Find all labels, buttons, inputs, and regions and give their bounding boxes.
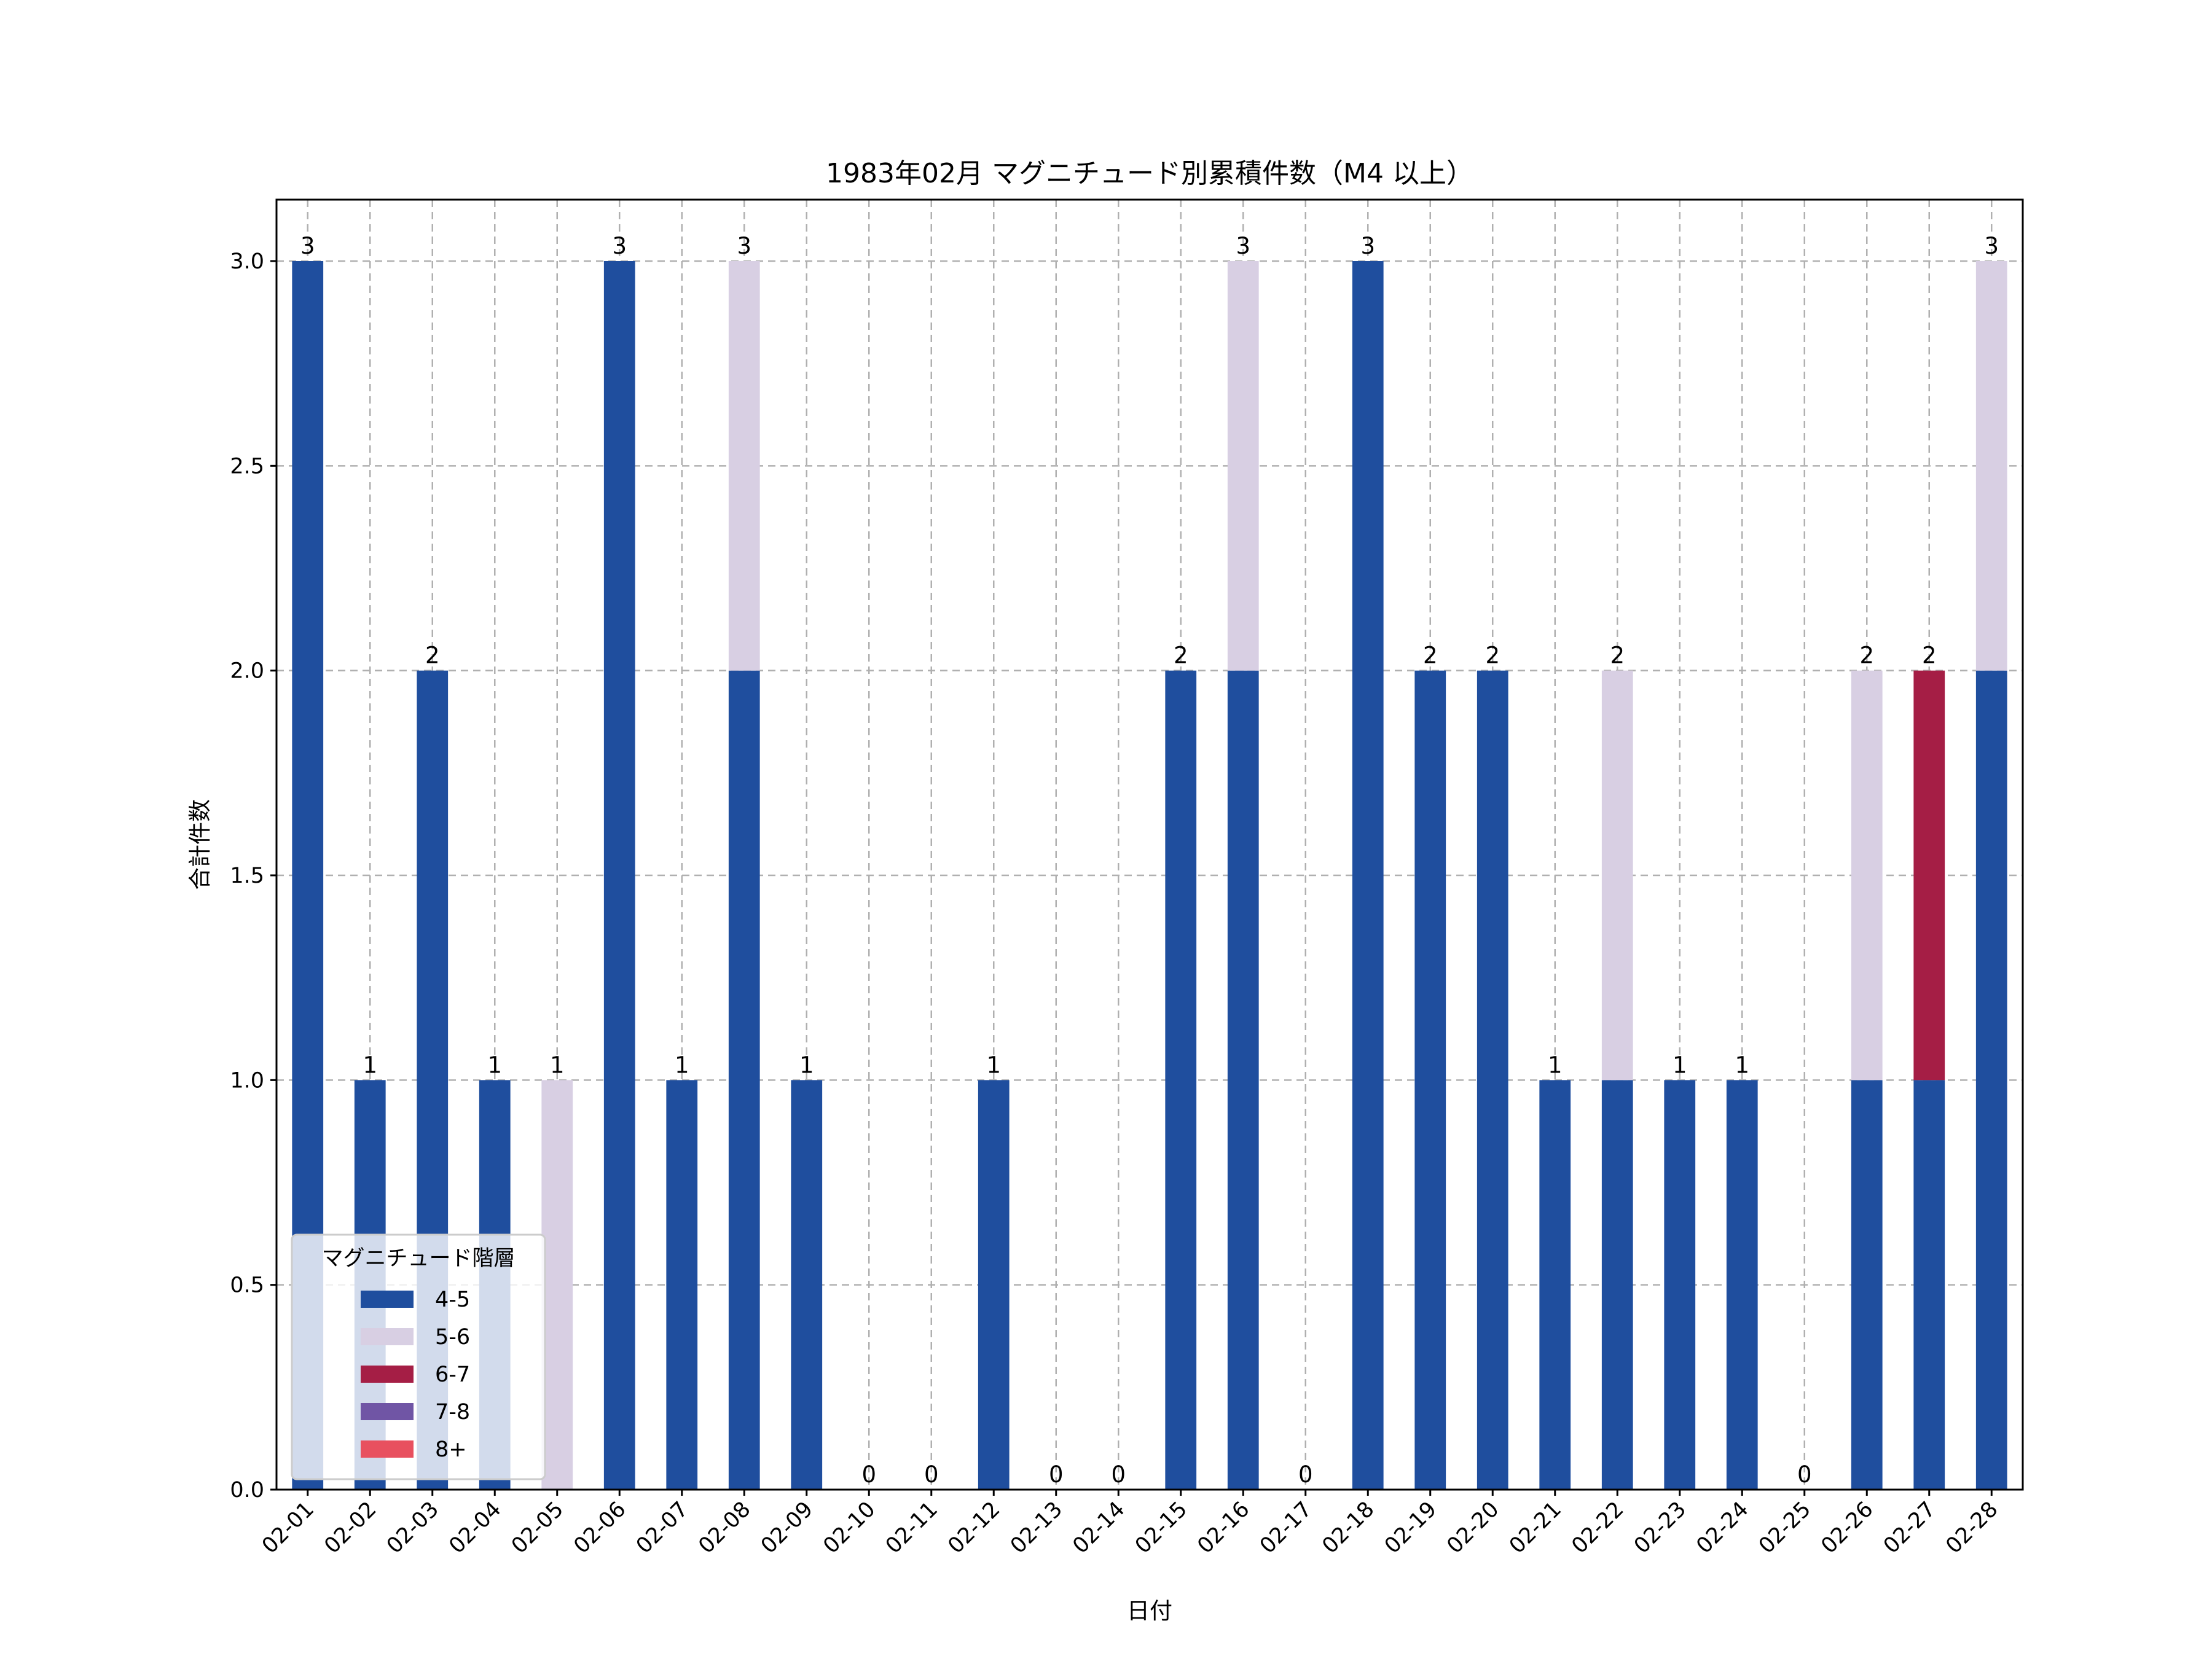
- bar-segment-5-6: [1227, 261, 1259, 671]
- bar-total-label: 1: [799, 1052, 814, 1078]
- bar-segment-4-5: [1975, 670, 2007, 1490]
- bar-total-label: 2: [1174, 643, 1188, 669]
- legend-swatch: [361, 1328, 414, 1345]
- legend-label: 4-5: [435, 1288, 470, 1312]
- y-tick-label: 2.5: [230, 454, 264, 479]
- legend-swatch: [361, 1366, 414, 1383]
- legend-box: [291, 1233, 546, 1480]
- bar-segment-5-6: [728, 261, 760, 671]
- bar-total-label: 1: [1673, 1052, 1687, 1078]
- legend-swatch: [361, 1440, 414, 1458]
- bar-segment-4-5: [603, 261, 635, 1490]
- bar-segment-4-5: [1165, 670, 1197, 1490]
- bar-total-label: 1: [986, 1052, 1001, 1078]
- chart-title: 1983年02月 マグニチュード別累積件数（M4 以上）: [826, 158, 1473, 189]
- bar-total-label: 0: [1797, 1461, 1812, 1488]
- bar-total-label: 2: [1423, 643, 1438, 669]
- bar-segment-4-5: [1227, 670, 1259, 1490]
- y-tick-label: 0.0: [230, 1478, 264, 1503]
- legend: マグニチュード階層 4-5 5-6 6-7 7-8 8+: [291, 1233, 546, 1480]
- legend-title: マグニチュード階層: [321, 1246, 515, 1271]
- data-labels: 3 1 2 1 1 3 1 3 1 0 0 1 0 0 2 3 0 3 2 2 1 2 1 1 0 2 2 3: [300, 233, 1999, 1488]
- bar-segment-4-5: [978, 1080, 1010, 1490]
- y-tick-label: 1.5: [230, 864, 264, 888]
- y-tick-label: 3.0: [230, 249, 264, 274]
- bar-total-label: 1: [1548, 1052, 1563, 1078]
- bar-segment-4-5: [1664, 1080, 1696, 1490]
- legend-swatch: [361, 1403, 414, 1420]
- bar-total-label: 1: [675, 1052, 689, 1078]
- bar-total-label: 2: [1859, 643, 1874, 669]
- bar-total-label: 0: [1049, 1461, 1064, 1488]
- y-tick-label: 2.0: [230, 659, 264, 684]
- bar-total-label: 2: [1485, 643, 1500, 669]
- y-axis: 0.0 0.5 1.0 1.5 2.0 2.5 3.0: [230, 249, 276, 1503]
- bar-total-label: 2: [1610, 643, 1625, 669]
- bar-total-label: 3: [300, 233, 315, 259]
- bar-segment-4-5: [1851, 1080, 1883, 1490]
- bar-segment-6-7: [1913, 670, 1945, 1081]
- bar-total-label: 3: [612, 233, 627, 259]
- bar-total-label: 1: [487, 1052, 502, 1078]
- bar-total-label: 2: [1922, 643, 1937, 669]
- y-tick-label: 1.0: [230, 1068, 264, 1093]
- bar-total-label: 0: [1111, 1461, 1126, 1488]
- bar-segment-5-6: [1601, 670, 1633, 1081]
- bar-segment-4-5: [1414, 670, 1446, 1490]
- bar-segment-4-5: [1477, 670, 1508, 1490]
- bar-segment-4-5: [666, 1080, 698, 1490]
- bar-total-label: 3: [1360, 233, 1375, 259]
- plot-area-frame: [275, 198, 2024, 1491]
- bar-total-label: 1: [363, 1052, 377, 1078]
- bar-total-label: 3: [737, 233, 751, 259]
- bar-segment-4-5: [728, 670, 760, 1490]
- bar-total-label: 1: [550, 1052, 565, 1078]
- bar-segment-4-5: [791, 1080, 823, 1490]
- x-axis-title: 日付: [1127, 1598, 1172, 1624]
- bar-total-label: 0: [1298, 1461, 1313, 1488]
- bar-segment-4-5: [1601, 1080, 1633, 1490]
- legend-label: 8+: [435, 1437, 467, 1462]
- bar-segment-5-6: [541, 1080, 573, 1490]
- bar-segment-4-5: [1913, 1080, 1945, 1490]
- legend-label: 5-6: [435, 1325, 470, 1350]
- bar-segment-5-6: [1851, 670, 1883, 1081]
- bars: [292, 261, 2007, 1490]
- legend-label: 6-7: [435, 1362, 470, 1387]
- legend-swatch: [361, 1291, 414, 1308]
- bar-total-label: 1: [1735, 1052, 1749, 1078]
- bar-segment-4-5: [1726, 1080, 1758, 1490]
- y-tick-label: 0.5: [230, 1273, 264, 1298]
- bar-segment-5-6: [1975, 261, 2007, 671]
- bar-total-label: 3: [1984, 233, 1999, 259]
- bar-segment-4-5: [1539, 1080, 1571, 1490]
- y-axis-title: 合計件数: [187, 799, 213, 890]
- bar-total-label: 0: [924, 1461, 939, 1488]
- legend-label: 7-8: [435, 1400, 470, 1425]
- bar-segment-4-5: [1352, 261, 1384, 1490]
- legend-entries: 4-5 5-6 6-7 7-8 8+: [361, 1288, 470, 1462]
- bar-total-label: 3: [1236, 233, 1250, 259]
- bar-total-label: 0: [861, 1461, 876, 1488]
- bar-total-label: 2: [425, 643, 440, 669]
